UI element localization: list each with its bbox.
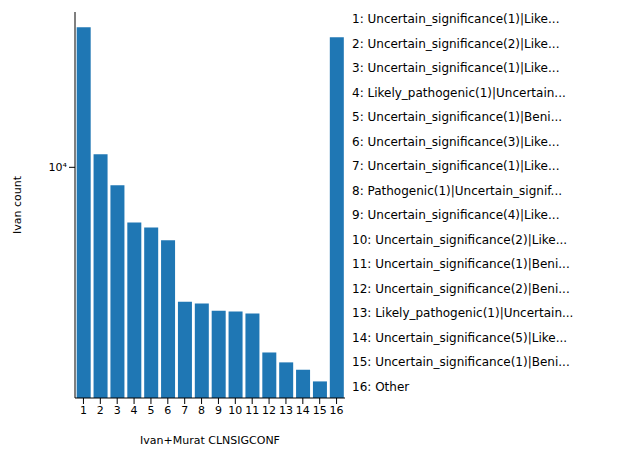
svg-text:10: 10 [228,404,242,417]
html-text:13: Likely_pathogenic(1)|Uncer: 13: Likely_pathogenic(1)|Uncertain... [352,306,574,320]
html-text:11: Uncertain_significance(1)|: 11: Uncertain_significance(1)|Beni... [352,257,570,271]
svg-text:2: 2 [97,404,104,417]
svg-text:10⁴: 10⁴ [49,161,68,174]
svg-text:13: 13 [279,404,293,417]
svg-text:7: 7 [181,404,188,417]
html-text:8: Pathogenic(1)|Uncertain_sig: 8: Pathogenic(1)|Uncertain_signif... [352,183,562,198]
svg-text:Ivan count: Ivan count [11,175,24,234]
html-text:7: Uncertain_significance(1)|L: 7: Uncertain_significance(1)|Like... [352,159,560,173]
svg-text:3: 3 [114,404,121,417]
svg-text:16: 16 [330,404,344,417]
html-text:1: Uncertain_significance(1)|L: 1: Uncertain_significance(1)|Like... [352,12,560,26]
html-text:3: Uncertain_significance(1)|L: 3: Uncertain_significance(1)|Like... [352,61,560,75]
svg-text:4: 4 [131,404,138,417]
html-text:14: Uncertain_significance(5)|: 14: Uncertain_significance(5)|Like... [352,330,568,345]
svg-text:11: 11 [245,404,259,417]
html-text:6: Uncertain_significance(3)|L: 6: Uncertain_significance(3)|Like... [352,134,560,149]
html-text:12: Uncertain_significance(2)|: 12: Uncertain_significance(2)|Beni... [352,281,570,296]
svg-text:12: 12 [262,404,276,417]
svg-text:6: 6 [164,404,171,417]
html-text:9: Uncertain_significance(4)|L: 9: Uncertain_significance(4)|Like... [352,208,560,222]
html-text:16: Other: 16: Other [352,379,410,394]
html-text:10: Uncertain_significance(2)|: 10: Uncertain_significance(2)|Like... [352,232,568,247]
svg-text:15: 15 [313,404,327,417]
html-text:15: Uncertain_significance(1)|: 15: Uncertain_significance(1)|Beni... [352,355,570,369]
html-text:5: Uncertain_significance(1)|B: 5: Uncertain_significance(1)|Beni... [352,110,563,124]
html-text:2: Uncertain_significance(2)|L: 2: Uncertain_significance(2)|Like... [352,36,560,51]
svg-text:Ivan+Murat CLNSIGCONF: Ivan+Murat CLNSIGCONF [140,434,280,447]
svg-text:8: 8 [198,404,205,417]
svg-text:9: 9 [215,404,222,417]
svg-text:1: 1 [80,404,87,417]
html-text:4: Likely_pathogenic(1)|Uncert: 4: Likely_pathogenic(1)|Uncertain... [352,85,566,100]
svg-text:5: 5 [147,404,154,417]
svg-text:14: 14 [296,404,310,417]
